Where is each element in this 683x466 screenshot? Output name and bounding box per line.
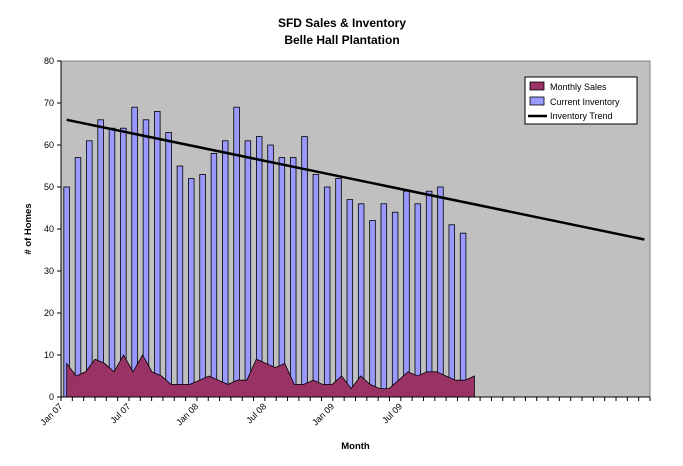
- inventory-bar: [312, 173, 320, 398]
- inventory-bar: [403, 190, 410, 398]
- y-tick-label: 80: [44, 56, 54, 66]
- y-tick-label: 0: [49, 392, 54, 402]
- inventory-bar: [165, 131, 172, 398]
- y-tick-label: 30: [44, 266, 54, 276]
- inventory-bar: [425, 190, 433, 398]
- inventory-bar: [346, 199, 354, 398]
- inventory-bar: [391, 211, 399, 398]
- chart-subtitle: Belle Hall Plantation: [284, 33, 399, 47]
- legend-label-inventory-trend: Inventory Trend: [550, 111, 613, 121]
- inventory-bar: [357, 203, 365, 398]
- inventory-bar: [142, 119, 150, 398]
- inventory-bar: [380, 203, 388, 398]
- inventory-bar: [97, 119, 104, 398]
- legend-label-monthly-sales: Monthly Sales: [550, 82, 607, 92]
- x-tick-label: Jan 07: [38, 401, 64, 427]
- x-axis-label: Month: [341, 441, 370, 452]
- inventory-bar: [323, 186, 331, 398]
- inventory-bar: [301, 136, 308, 398]
- inventory-bar: [244, 140, 252, 398]
- inventory-trend-line: [66, 118, 645, 241]
- axes: [57, 60, 651, 401]
- y-tick-label: 40: [44, 224, 54, 234]
- inventory-bar: [74, 157, 82, 398]
- inventory-bar: [176, 165, 184, 398]
- inventory-bar: [210, 152, 218, 398]
- inventory-bar: [437, 186, 444, 398]
- inventory-bar: [233, 106, 240, 398]
- x-tick-label: Jul 09: [380, 401, 404, 425]
- sales-area-path: [66, 354, 475, 398]
- inventory-bar: [255, 136, 263, 398]
- inventory-bar: [369, 220, 376, 398]
- trend-line-layer: [66, 118, 645, 241]
- x-tick-label: Jan 09: [310, 401, 336, 427]
- legend-swatch-current-inventory: [529, 96, 545, 106]
- legend-swatch-monthly-sales: [529, 81, 545, 91]
- y-tick-label: 10: [44, 350, 54, 360]
- y-tick-labels: 0 10 20 30 40 50 60 70 80: [44, 56, 54, 402]
- inventory-bar: [278, 157, 286, 398]
- inventory-bar: [335, 178, 342, 398]
- y-tick-label: 60: [44, 140, 54, 150]
- inventory-bar: [188, 178, 195, 398]
- y-tick-label: 70: [44, 98, 54, 108]
- inventory-bar: [459, 232, 467, 398]
- y-axis-label: # of Homes: [23, 203, 34, 254]
- x-tick-label: Jul 08: [244, 401, 268, 425]
- legend-label-current-inventory: Current Inventory: [550, 97, 620, 107]
- y-tick-label: 20: [44, 308, 54, 318]
- legend: Monthly Sales Current Inventory Inventor…: [524, 76, 638, 125]
- x-tick-label: Jan 08: [174, 401, 200, 427]
- x-tick-label: Jul 07: [108, 401, 132, 425]
- inventory-bar: [222, 140, 229, 398]
- sales-area: [66, 354, 475, 398]
- inventory-bar: [199, 173, 206, 398]
- inventory-bar: [448, 224, 456, 398]
- inventory-bar: [267, 144, 274, 398]
- inventory-bar: [108, 127, 116, 398]
- inventory-bar: [131, 106, 138, 398]
- chart-title: SFD Sales & Inventory: [278, 16, 406, 30]
- y-tick-label: 50: [44, 182, 54, 192]
- inventory-bar: [154, 111, 161, 398]
- x-tick-labels: Jan 07 Jul 07 Jan 08 Jul 08 Jan 09 Jul 09: [38, 401, 404, 427]
- inventory-bar: [414, 203, 422, 398]
- inventory-bar: [289, 157, 297, 398]
- inventory-bar: [86, 140, 93, 398]
